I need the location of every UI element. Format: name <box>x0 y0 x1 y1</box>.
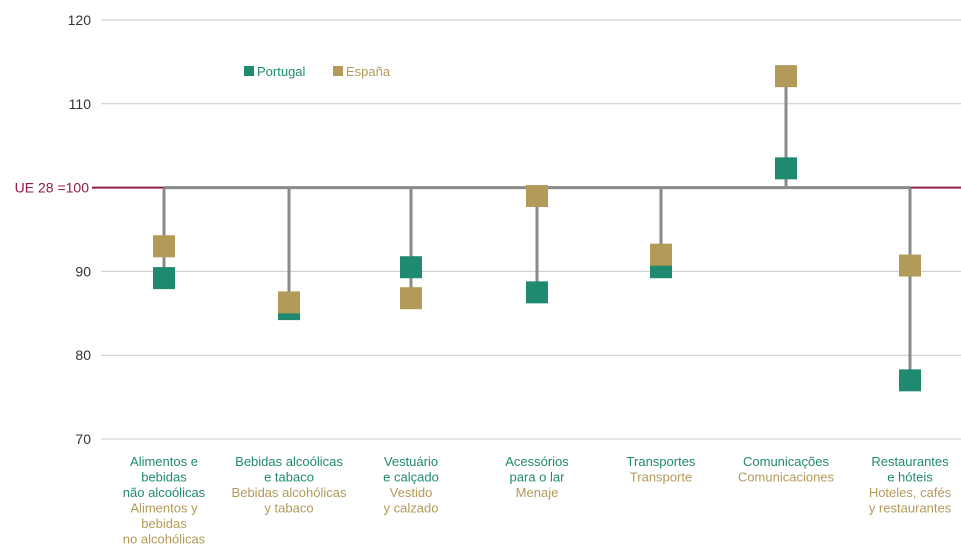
y-tick-label: 70 <box>75 431 91 447</box>
category-label-es: Bebidas alcohólicas <box>232 485 347 500</box>
category-label-es: y restaurantes <box>869 501 952 516</box>
category-label-pt: Comunicações <box>743 454 829 469</box>
category-label-es: Menaje <box>516 485 559 500</box>
espana-point <box>278 291 300 314</box>
espana-point <box>650 243 672 266</box>
legend-portugal-swatch <box>244 66 254 76</box>
category-label-pt: e tabaco <box>264 470 314 485</box>
category-label-pt: Vestuário <box>384 454 438 469</box>
category-label-es: Comunicaciones <box>738 470 835 485</box>
espana-point <box>526 184 548 207</box>
category-label-es: y tabaco <box>264 501 313 516</box>
stems <box>162 76 912 381</box>
reference-line-group: UE 28 =100 <box>15 180 961 196</box>
markers <box>153 65 921 392</box>
espana-point <box>400 287 422 310</box>
portugal-point <box>526 281 548 304</box>
category-label-pt: não alcoólicas <box>123 485 206 500</box>
portugal-point <box>899 369 921 392</box>
category-label-pt: Bebidas alcoólicas <box>235 454 343 469</box>
gridlines <box>101 19 961 440</box>
y-tick-label: 80 <box>75 347 91 363</box>
category-label-es: bebidas <box>141 516 187 531</box>
y-tick-label: 110 <box>69 96 92 112</box>
legend: Portugal España <box>244 64 391 79</box>
legend-espana-swatch <box>333 66 343 76</box>
category-label-es: no alcohólicas <box>123 532 206 547</box>
y-axis-ticks: 70 80 90 110 120 <box>68 12 92 447</box>
category-label-pt: e calçado <box>383 470 439 485</box>
portugal-point <box>775 157 797 180</box>
y-tick-label: 120 <box>68 12 92 28</box>
category-label-pt: Acessórios <box>505 454 569 469</box>
category-label-es: Hoteles, cafés <box>869 485 952 500</box>
category-label-pt: Alimentos e <box>130 454 198 469</box>
category-label-es: Alimentos y <box>130 501 198 516</box>
espana-point <box>775 65 797 88</box>
category-label-es: Vestido <box>390 485 433 500</box>
portugal-point <box>400 256 422 279</box>
category-label-pt: Restaurantes <box>871 454 949 469</box>
legend-espana-label: España <box>346 64 391 79</box>
category-label-pt: e hóteis <box>887 470 933 485</box>
espana-point <box>899 254 921 277</box>
category-label-pt: Transportes <box>627 454 696 469</box>
y-tick-label: 90 <box>75 263 91 279</box>
category-label-pt: bebidas <box>141 470 187 485</box>
category-label-pt: para o lar <box>510 470 566 485</box>
espana-point <box>153 235 175 258</box>
portugal-point <box>153 267 175 290</box>
category-label-es: y calzado <box>384 501 439 516</box>
reference-label: UE 28 =100 <box>15 180 90 196</box>
category-label-es: Transporte <box>630 470 692 485</box>
legend-portugal-label: Portugal <box>257 64 306 79</box>
